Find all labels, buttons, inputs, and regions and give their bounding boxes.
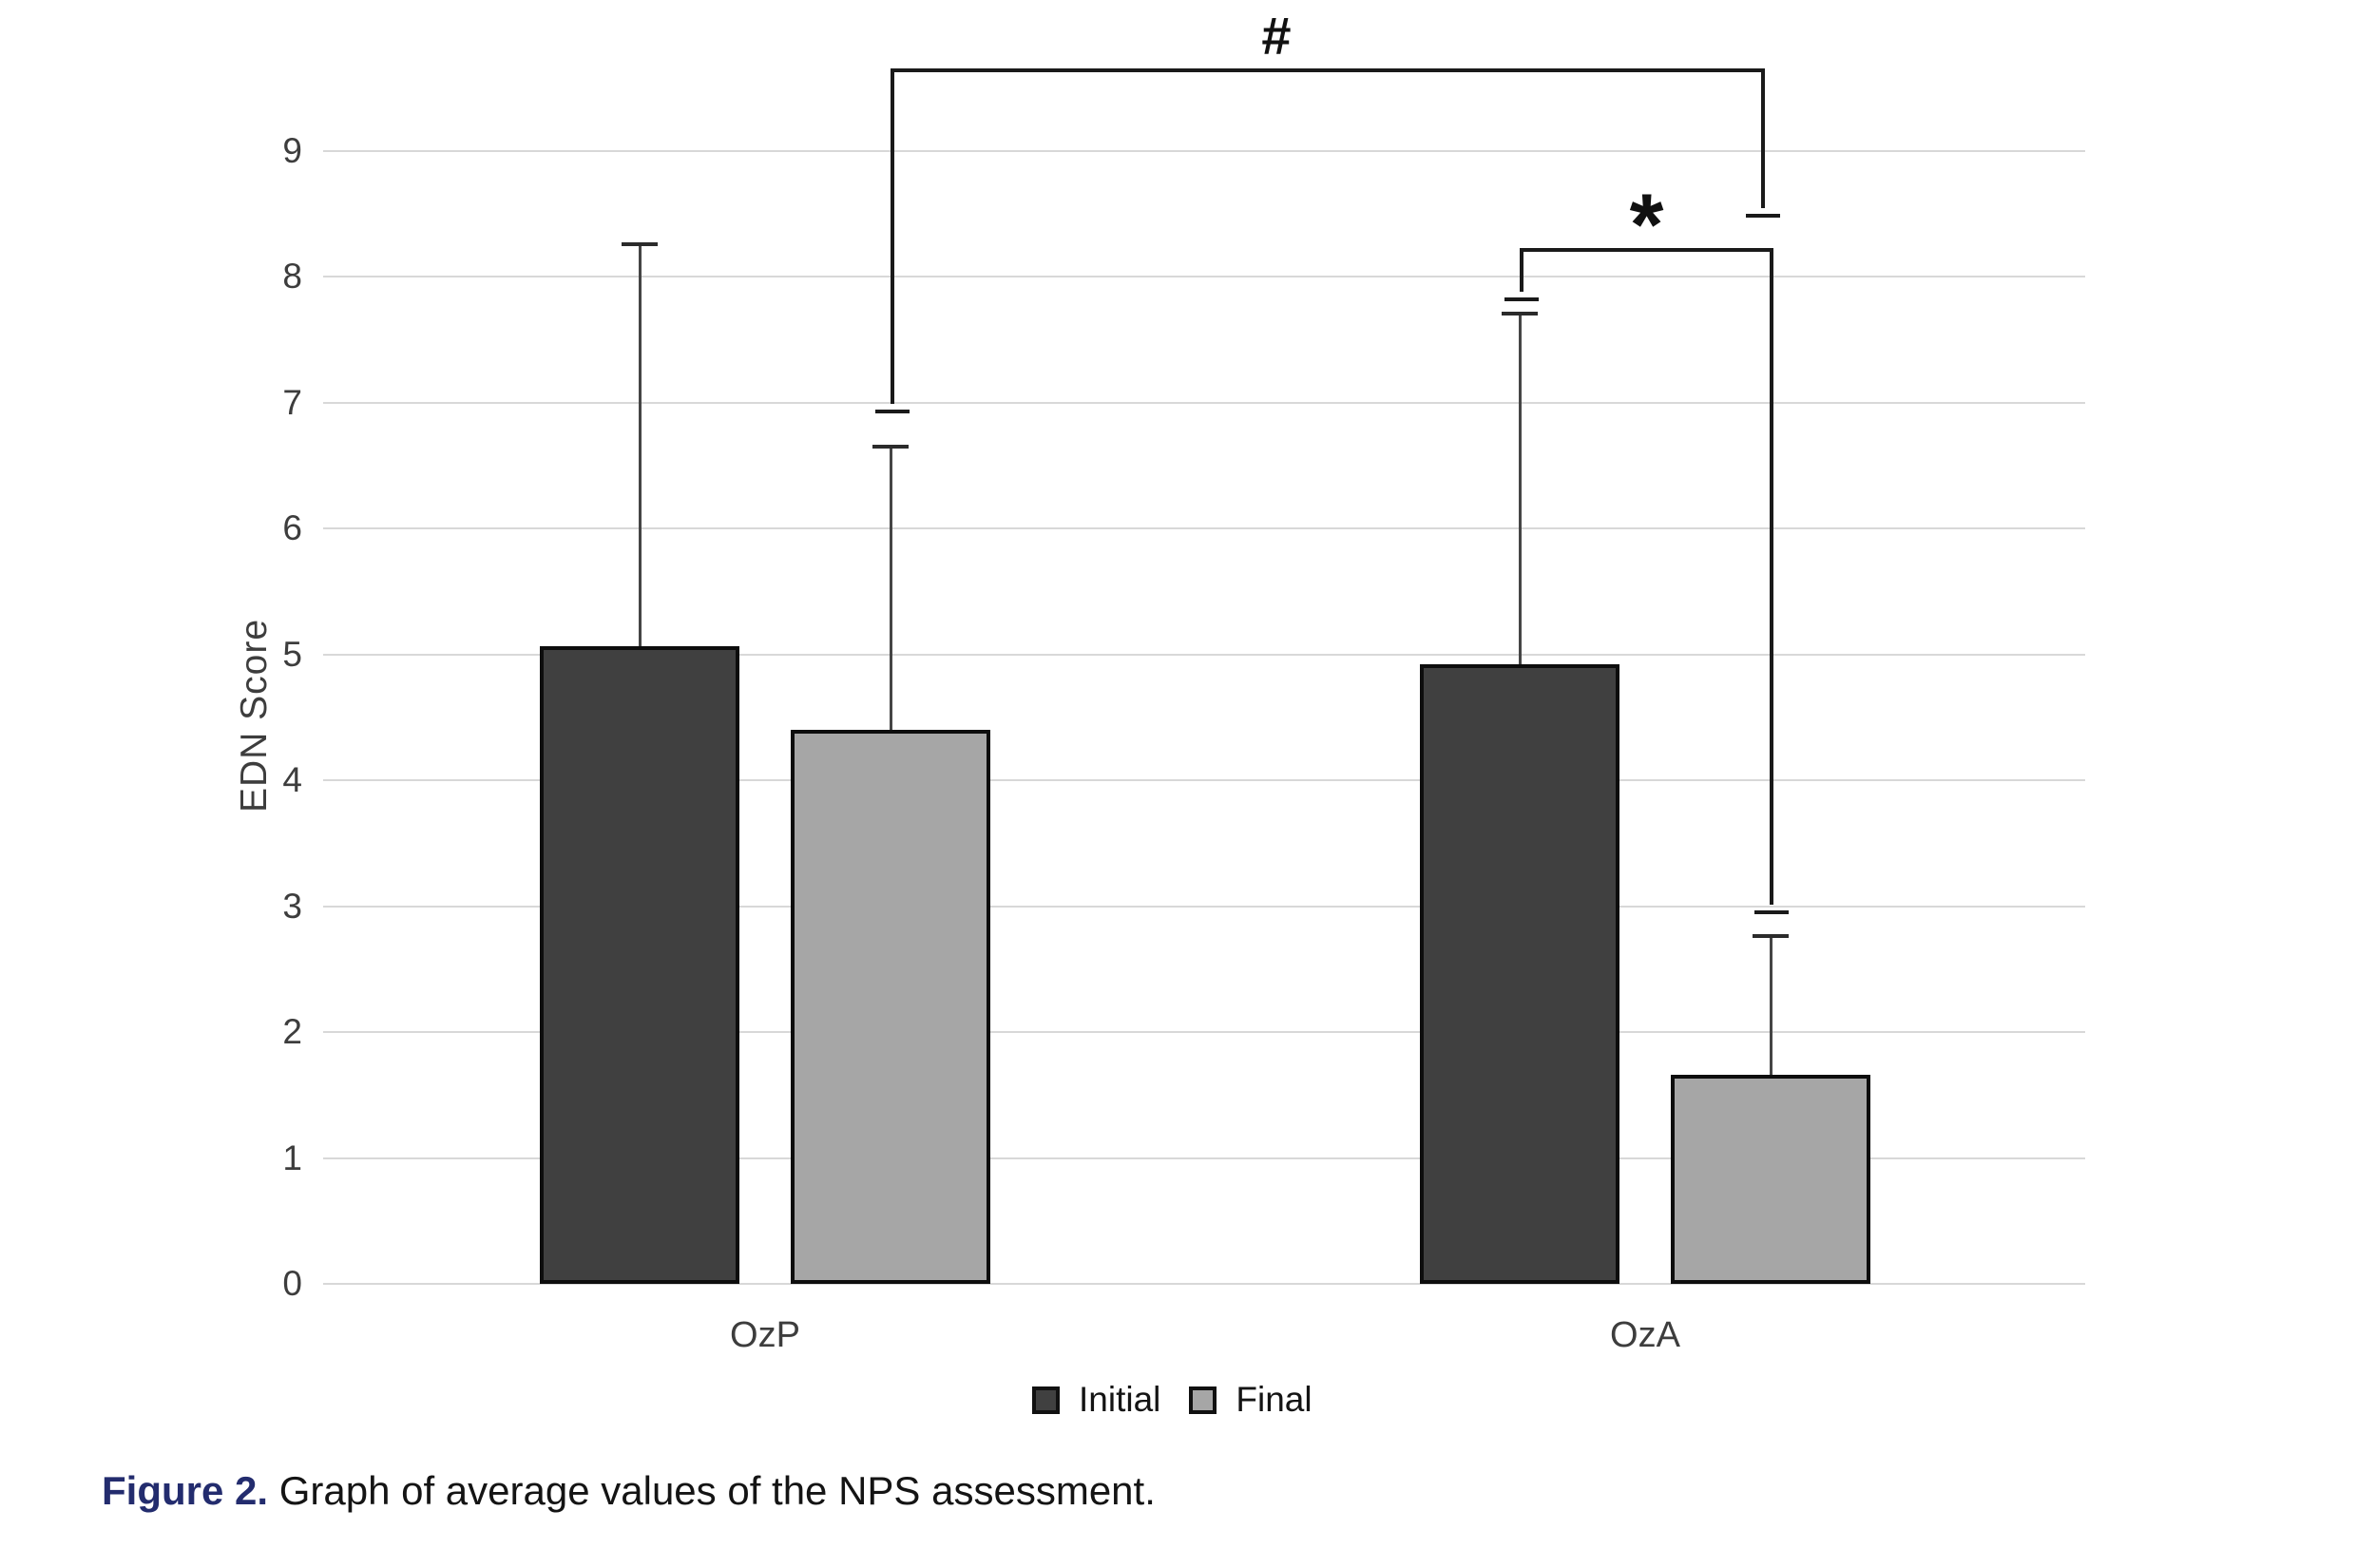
bracket-hash-top (891, 67, 1765, 72)
error-bar-ozp-final (889, 447, 892, 731)
x-axis-label-oza: OzA (1610, 1315, 1680, 1355)
error-bar-oza-initial (1518, 313, 1522, 665)
legend-label-final: Final (1236, 1380, 1313, 1419)
bar-ozp-initial (540, 645, 739, 1284)
gridline-8 (323, 276, 2085, 278)
significance-symbol-asterisk: * (1629, 177, 1664, 275)
error-bar-cap-ozp-final (872, 445, 909, 449)
legend: Initial Final (1032, 1380, 1313, 1420)
legend-item-initial: Initial (1032, 1380, 1160, 1420)
y-tick-label-0: 0 (282, 1264, 302, 1303)
bracket-asterisk-right-cap (1754, 909, 1789, 914)
bracket-hash-right-cap (1746, 214, 1780, 219)
bracket-asterisk-top (1520, 248, 1773, 253)
bar-oza-initial (1420, 664, 1619, 1284)
bracket-asterisk-right-leg (1770, 248, 1773, 905)
bracket-hash-left-cap (875, 409, 910, 413)
gridline-9 (323, 150, 2085, 153)
significance-symbol-hash: # (1261, 5, 1292, 66)
bracket-hash-left-leg (891, 67, 894, 404)
error-bar-ozp-initial (638, 244, 642, 646)
bracket-asterisk-left-leg (1520, 248, 1523, 292)
legend-swatch-final (1189, 1386, 1217, 1414)
bar-oza-final (1671, 1075, 1870, 1284)
figure-caption-label: Figure 2. (102, 1468, 269, 1513)
y-tick-label-2: 2 (282, 1012, 302, 1052)
y-tick-label-5: 5 (282, 634, 302, 674)
error-bar-oza-final (1769, 936, 1772, 1076)
gridline-1 (323, 1157, 2085, 1159)
bracket-hash-right-leg (1761, 67, 1765, 209)
gridline-2 (323, 1031, 2085, 1034)
legend-label-initial: Initial (1079, 1380, 1161, 1419)
gridline-7 (323, 401, 2085, 404)
y-tick-label-8: 8 (282, 257, 302, 296)
error-bar-cap-oza-initial (1502, 311, 1538, 316)
figure-caption-text: Graph of average values of the NPS asses… (268, 1468, 1156, 1513)
y-tick-label-6: 6 (282, 508, 302, 548)
legend-item-final: Final (1189, 1380, 1313, 1420)
bracket-asterisk-left-cap (1504, 296, 1539, 301)
y-tick-label-7: 7 (282, 382, 302, 422)
gridline-6 (323, 527, 2085, 530)
bar-ozp-final (791, 730, 990, 1284)
y-axis-title: EDN Score (234, 618, 275, 813)
gridline-0 (323, 1283, 2085, 1285)
y-tick-label-1: 1 (282, 1138, 302, 1177)
y-tick-label-9: 9 (282, 131, 302, 171)
figure-caption: Figure 2. Graph of average values of the… (102, 1466, 1156, 1517)
error-bar-cap-ozp-initial (622, 242, 658, 247)
gridline-3 (323, 905, 2085, 908)
y-tick-label-4: 4 (282, 760, 302, 800)
gridline-5 (323, 653, 2085, 656)
gridline-4 (323, 779, 2085, 782)
y-tick-label-3: 3 (282, 886, 302, 926)
legend-swatch-initial (1032, 1386, 1060, 1414)
error-bar-cap-oza-final (1753, 934, 1789, 939)
x-axis-label-ozp: OzP (730, 1315, 800, 1355)
